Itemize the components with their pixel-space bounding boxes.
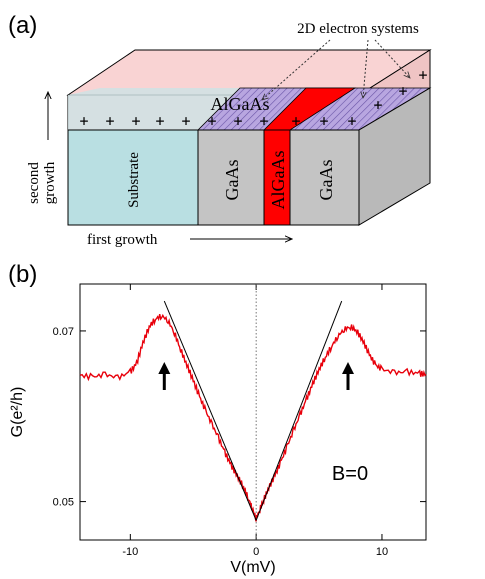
peak-arrow-head: [158, 362, 171, 374]
second-growth-label-1: second: [26, 162, 42, 204]
linear-fit-line: [255, 300, 343, 521]
linear-fit-line: [163, 300, 257, 521]
x-tick-label: 0: [253, 546, 259, 558]
plus-sign: +: [207, 112, 216, 130]
second-growth-label-2: growth: [42, 161, 58, 204]
plot-frame: [79, 283, 427, 541]
axes: -10 0 10 0.05 0.07: [53, 284, 426, 558]
first-growth-label: first growth: [87, 232, 158, 248]
algaas-stripe-label: AlGaAs: [268, 151, 288, 210]
plus-sign: +: [418, 66, 427, 84]
gaas-right-label: GaAs: [316, 160, 336, 201]
annotation-b0: B=0: [332, 463, 368, 485]
y-axis-label: G(e²/h): [9, 387, 26, 438]
plus-sign: +: [131, 112, 140, 130]
gaas-left-label: GaAs: [222, 160, 242, 201]
gaas-block-left: [197, 129, 265, 226]
charge-plus-signs: + + + + + + + + + + + + + +: [79, 66, 427, 130]
plus-sign: +: [319, 112, 328, 130]
callout-arrow-2: [363, 39, 369, 98]
plus-sign: +: [233, 112, 242, 130]
panel-a: (a) AlGaAs Substrate GaAs AlGaAs GaAs + +…: [8, 12, 432, 248]
panel-a-label: (a): [8, 12, 37, 39]
y-tick-label: 0.05: [53, 497, 74, 509]
top-layer-label: AlGaAs: [211, 94, 270, 114]
callout-arrow-1: [262, 39, 331, 100]
plus-sign: +: [398, 82, 407, 100]
plus-sign: +: [373, 96, 382, 114]
callout-arrow-3: [374, 39, 410, 78]
plus-sign: +: [155, 112, 164, 130]
panel-b: (b) -10 0 10 0.05 0.07 B=0 V(mV) G(e²/h): [8, 261, 427, 576]
substrate-block: [67, 129, 199, 226]
panel-b-label: (b): [8, 261, 37, 288]
callout-label: 2D electron systems: [297, 21, 419, 37]
plus-sign: +: [181, 112, 190, 130]
conductance-series: [79, 313, 427, 522]
gaas-block-right: [289, 129, 360, 226]
plus-sign: +: [291, 112, 300, 130]
algaas-block: [263, 129, 291, 226]
x-tick-label: -10: [122, 546, 138, 558]
plot-area: [79, 284, 427, 540]
plus-sign: +: [347, 112, 356, 130]
right-side-face: [358, 87, 431, 226]
x-axis-label: V(mV): [230, 559, 275, 576]
y-tick-label: 0.07: [53, 326, 74, 338]
plus-sign: +: [259, 112, 268, 130]
plus-sign: +: [79, 112, 88, 130]
substrate-label: Substrate: [126, 152, 142, 208]
plus-sign: +: [105, 112, 114, 130]
x-tick-label: 10: [376, 546, 388, 558]
peak-arrow-head: [341, 362, 354, 374]
substrate-top-face: [68, 88, 240, 130]
